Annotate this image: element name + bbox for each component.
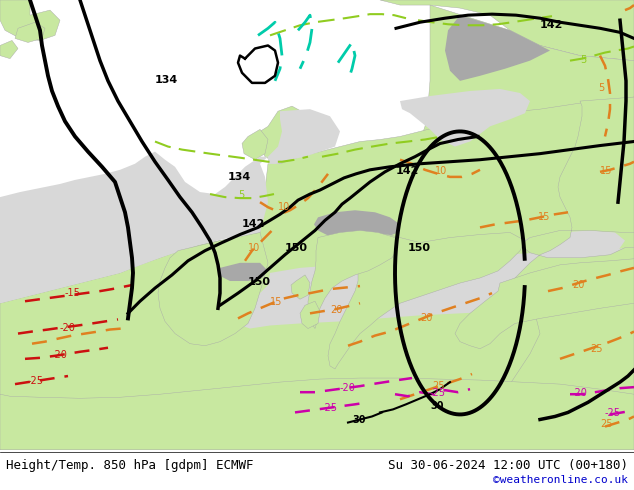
Polygon shape xyxy=(0,378,634,450)
Text: 5: 5 xyxy=(598,83,604,93)
Polygon shape xyxy=(0,41,18,59)
Text: -20: -20 xyxy=(340,383,356,393)
Text: 142: 142 xyxy=(242,220,266,229)
Polygon shape xyxy=(158,232,268,346)
Polygon shape xyxy=(0,0,60,41)
Text: Height/Temp. 850 hPa [gdpm] ECMWF: Height/Temp. 850 hPa [gdpm] ECMWF xyxy=(6,459,254,471)
Text: 10: 10 xyxy=(248,243,260,253)
Text: 150: 150 xyxy=(248,277,271,287)
Text: 15: 15 xyxy=(538,212,550,222)
Text: 134: 134 xyxy=(228,172,251,182)
Polygon shape xyxy=(291,275,310,299)
Text: -20: -20 xyxy=(572,388,588,398)
Polygon shape xyxy=(445,15,550,81)
Text: -20: -20 xyxy=(60,322,76,333)
Text: -25: -25 xyxy=(605,409,621,418)
Polygon shape xyxy=(328,232,525,369)
Text: 15: 15 xyxy=(270,297,282,307)
Text: 150: 150 xyxy=(285,243,308,253)
Polygon shape xyxy=(0,97,634,450)
Text: 30: 30 xyxy=(430,401,444,412)
Text: 10: 10 xyxy=(435,166,447,176)
Text: 10: 10 xyxy=(278,202,290,212)
Polygon shape xyxy=(522,230,625,258)
Text: 15: 15 xyxy=(600,166,612,176)
Text: 20: 20 xyxy=(572,280,585,290)
Text: 30: 30 xyxy=(352,415,365,424)
Text: -15: -15 xyxy=(65,288,81,298)
Text: -25: -25 xyxy=(28,376,44,386)
Polygon shape xyxy=(300,301,320,328)
Text: 5: 5 xyxy=(580,55,586,65)
Text: -25: -25 xyxy=(430,388,446,398)
Polygon shape xyxy=(455,259,634,349)
Polygon shape xyxy=(308,230,398,328)
Text: 25: 25 xyxy=(590,344,602,354)
Polygon shape xyxy=(242,129,268,160)
Text: 134: 134 xyxy=(155,75,178,85)
Text: 25: 25 xyxy=(600,418,612,429)
Text: 5: 5 xyxy=(238,190,244,200)
Text: 150: 150 xyxy=(408,243,431,253)
Polygon shape xyxy=(268,109,340,164)
Polygon shape xyxy=(218,263,268,281)
Polygon shape xyxy=(490,97,634,450)
Text: 20: 20 xyxy=(420,314,432,323)
Text: -20: -20 xyxy=(52,350,68,360)
Polygon shape xyxy=(258,106,310,164)
Text: 142: 142 xyxy=(396,166,419,176)
Polygon shape xyxy=(0,0,268,303)
Text: 142: 142 xyxy=(540,20,564,30)
Polygon shape xyxy=(15,22,45,43)
Polygon shape xyxy=(314,210,400,241)
Polygon shape xyxy=(235,247,634,328)
Text: 20: 20 xyxy=(330,305,342,316)
Text: -25: -25 xyxy=(322,403,338,414)
Text: 25: 25 xyxy=(432,381,444,391)
Polygon shape xyxy=(415,5,634,187)
Text: Su 30-06-2024 12:00 UTC (00+180): Su 30-06-2024 12:00 UTC (00+180) xyxy=(387,459,628,471)
Text: ©weatheronline.co.uk: ©weatheronline.co.uk xyxy=(493,475,628,485)
Polygon shape xyxy=(380,0,634,61)
Polygon shape xyxy=(400,89,530,147)
